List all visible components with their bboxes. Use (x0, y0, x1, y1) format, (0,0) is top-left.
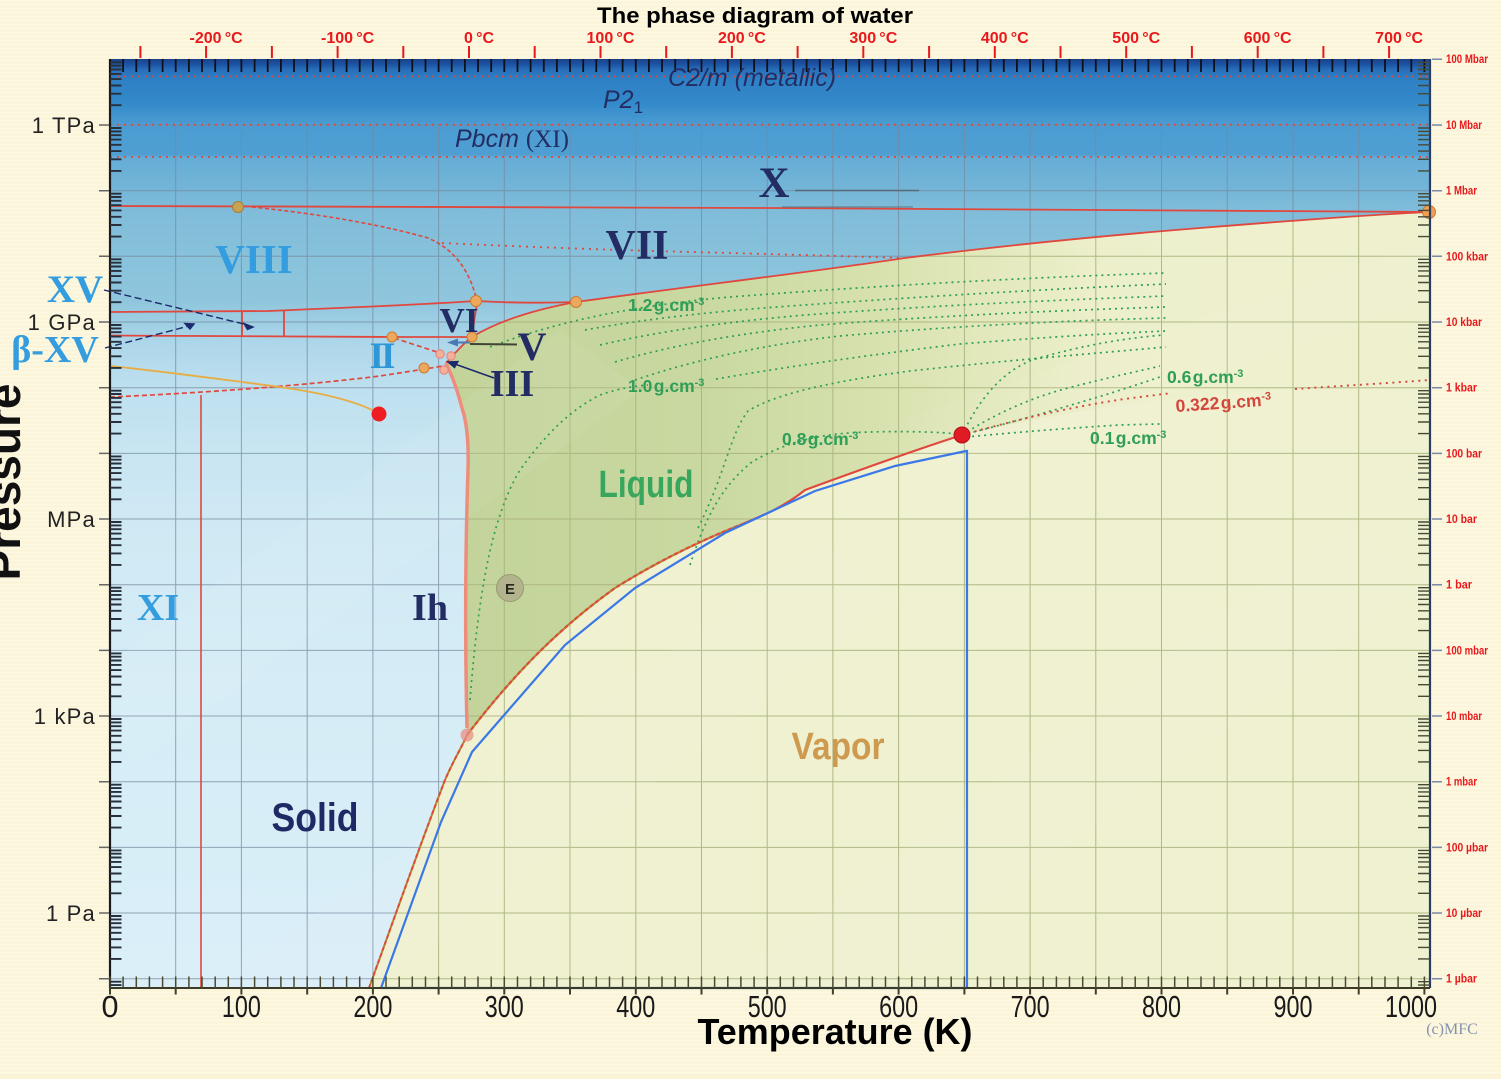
svg-text:Vapor: Vapor (792, 726, 885, 768)
svg-text:XI: XI (137, 587, 179, 629)
svg-text:1 TPa: 1 TPa (32, 113, 96, 138)
svg-text:700: 700 (1011, 989, 1050, 1024)
svg-text:II: II (370, 336, 395, 377)
svg-text:-100 °C: -100 °C (321, 30, 375, 47)
svg-text:600: 600 (879, 989, 918, 1024)
svg-text:10 kbar: 10 kbar (1446, 317, 1482, 329)
svg-text:1 kbar: 1 kbar (1446, 383, 1477, 395)
svg-text:Temperature (K): Temperature (K) (698, 1011, 973, 1052)
svg-text:Ih: Ih (412, 587, 448, 629)
svg-text:500: 500 (748, 989, 787, 1024)
svg-text:III: III (490, 363, 534, 405)
svg-text:600 °C: 600 °C (1244, 30, 1292, 47)
svg-text:1 kPa: 1 kPa (34, 704, 96, 729)
svg-text:1 bar: 1 bar (1446, 580, 1472, 592)
svg-text:10 µbar: 10 µbar (1446, 908, 1482, 920)
svg-text:-200 °C: -200 °C (190, 30, 244, 47)
svg-text:10 bar: 10 bar (1446, 514, 1477, 526)
svg-text:1000: 1000 (1385, 989, 1437, 1024)
svg-text:MPa: MPa (47, 507, 96, 532)
svg-text:1.0 g.cm-3: 1.0 g.cm-3 (628, 376, 704, 396)
svg-text:200: 200 (353, 989, 392, 1024)
svg-text:300 °C: 300 °C (849, 30, 897, 47)
svg-text:VI: VI (440, 301, 479, 340)
svg-text:400: 400 (616, 989, 655, 1024)
svg-text:400 °C: 400 °C (981, 30, 1029, 47)
svg-text:C2/m (metallic): C2/m (metallic) (668, 64, 836, 92)
svg-text:0.6 g.cm-3: 0.6 g.cm-3 (1167, 367, 1243, 387)
svg-text:VIII: VIII (215, 236, 292, 282)
svg-text:Pbcm (XI): Pbcm (XI) (455, 125, 569, 153)
svg-text:X: X (758, 160, 789, 207)
svg-text:The phase diagram of water: The phase diagram of water (597, 3, 913, 28)
svg-text:100 µbar: 100 µbar (1446, 842, 1488, 854)
svg-text:1 Mbar: 1 Mbar (1446, 186, 1477, 198)
svg-text:10 Mbar: 10 Mbar (1446, 120, 1482, 132)
svg-text:200 °C: 200 °C (718, 30, 766, 47)
svg-text:VII: VII (605, 223, 668, 269)
svg-text:0: 0 (102, 989, 119, 1024)
svg-text:300: 300 (485, 989, 524, 1024)
svg-text:XV: XV (47, 268, 103, 311)
svg-text:1.2 g.cm-3: 1.2 g.cm-3 (628, 295, 704, 315)
svg-text:(c)MFC: (c)MFC (1426, 1021, 1478, 1038)
svg-text:100: 100 (222, 989, 261, 1024)
svg-text:P21: P21 (603, 86, 643, 117)
svg-text:0.8 g.cm-3: 0.8 g.cm-3 (782, 429, 858, 449)
svg-text:Liquid: Liquid (599, 464, 694, 506)
svg-text:100 °C: 100 °C (587, 30, 635, 47)
svg-text:10 mbar: 10 mbar (1446, 711, 1482, 723)
svg-text:500 °C: 500 °C (1112, 30, 1160, 47)
svg-text:100 bar: 100 bar (1446, 448, 1482, 460)
svg-text:E: E (505, 581, 515, 598)
svg-text:100 kbar: 100 kbar (1446, 251, 1488, 263)
svg-text:100 Mbar: 100 Mbar (1446, 54, 1488, 66)
svg-text:900: 900 (1274, 989, 1313, 1024)
svg-text:0.1 g.cm-3: 0.1 g.cm-3 (1090, 428, 1166, 448)
svg-text:1 mbar: 1 mbar (1446, 777, 1477, 789)
svg-text:Pressure: Pressure (0, 384, 30, 581)
svg-text:V: V (518, 324, 547, 369)
svg-text:β-XV: β-XV (11, 329, 99, 371)
svg-text:700 °C: 700 °C (1375, 30, 1423, 47)
svg-text:Solid: Solid (272, 796, 359, 840)
svg-text:1 GPa: 1 GPa (28, 310, 96, 335)
svg-text:800: 800 (1142, 989, 1181, 1024)
svg-text:100 mbar: 100 mbar (1446, 645, 1488, 657)
svg-text:1 µbar: 1 µbar (1446, 974, 1477, 986)
svg-text:0 °C: 0 °C (464, 30, 495, 47)
svg-text:1 Pa: 1 Pa (46, 901, 96, 926)
